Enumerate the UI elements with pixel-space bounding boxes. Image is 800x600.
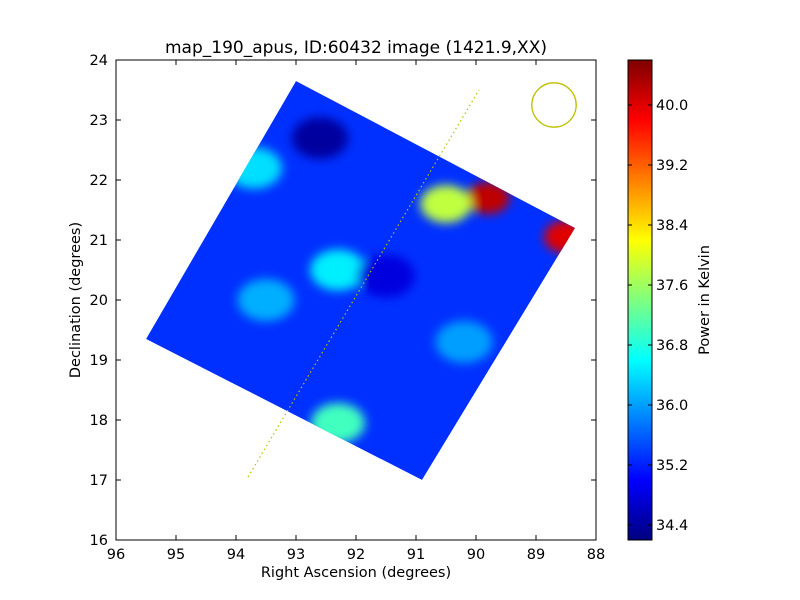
y-tick-label: 22 bbox=[90, 173, 108, 189]
x-axis-label: Right Ascension (degrees) bbox=[261, 565, 451, 581]
heatmap-feature-4 bbox=[311, 403, 365, 443]
x-tick-label: 94 bbox=[227, 547, 245, 563]
x-tick-label: 92 bbox=[347, 547, 365, 563]
colorbar-tick-label: 37.6 bbox=[656, 278, 688, 294]
colorbar-label: Power in Kelvin bbox=[697, 245, 713, 355]
heatmap-feature-10 bbox=[357, 254, 415, 298]
heatmap-image bbox=[146, 81, 575, 480]
heatmap-feature-7 bbox=[237, 278, 295, 322]
heatmap-feature-8 bbox=[435, 320, 493, 364]
y-tick-label: 21 bbox=[90, 233, 108, 249]
x-tick-label: 91 bbox=[407, 547, 425, 563]
heatmap-feature-9 bbox=[291, 117, 349, 159]
y-tick-label: 17 bbox=[90, 473, 108, 489]
heatmap-feature-6 bbox=[310, 249, 366, 291]
heatmap-feature-5 bbox=[226, 147, 282, 189]
x-tick-label: 88 bbox=[587, 547, 605, 563]
x-tick-label: 93 bbox=[287, 547, 305, 563]
y-tick-label: 20 bbox=[90, 293, 108, 309]
chart-title: map_190_apus, ID:60432 image (1421.9,XX) bbox=[165, 38, 547, 58]
colorbar-tick-label: 36.0 bbox=[656, 398, 688, 414]
colorbar-tick-label: 36.8 bbox=[656, 338, 688, 354]
colorbar-ticks: 34.4 35.2 36.0 36.8 37.6 38.4 39.2 40.0 bbox=[628, 98, 688, 534]
heatmap-feature-1 bbox=[466, 181, 510, 215]
colorbar: 34.4 35.2 36.0 36.8 37.6 38.4 39.2 40.0 Power i… bbox=[627, 59, 713, 541]
heatmap-feature-2 bbox=[543, 220, 575, 254]
beam-circle bbox=[531, 82, 577, 128]
x-tick-label: 90 bbox=[467, 547, 485, 563]
x-tick-label: 96 bbox=[107, 547, 125, 563]
colorbar-tick-label: 40.0 bbox=[656, 98, 688, 114]
x-tick-label: 95 bbox=[167, 547, 185, 563]
y-axis-label: Declination (degrees) bbox=[68, 222, 84, 378]
colorbar-tick-label: 38.4 bbox=[656, 218, 688, 234]
colorbar-tick-label: 39.2 bbox=[656, 158, 688, 174]
y-axis-ticks: 16 17 18 19 20 21 22 23 24 bbox=[90, 53, 596, 549]
y-tick-label: 18 bbox=[90, 413, 108, 429]
y-tick-label: 19 bbox=[90, 353, 108, 369]
heatmap-feature-3 bbox=[420, 185, 472, 223]
colorbar-tick-label: 34.4 bbox=[656, 518, 688, 534]
x-axis-ticks: 96 95 94 93 92 91 90 89 88 bbox=[107, 60, 605, 563]
colorbar-tick-label: 35.2 bbox=[656, 458, 688, 474]
x-tick-label: 89 bbox=[527, 547, 545, 563]
y-tick-label: 23 bbox=[90, 113, 108, 129]
dotted-overlay-line bbox=[247, 89, 480, 478]
y-tick-label: 16 bbox=[90, 533, 108, 549]
y-tick-label: 24 bbox=[90, 53, 108, 69]
colorbar-gradient bbox=[627, 59, 653, 541]
